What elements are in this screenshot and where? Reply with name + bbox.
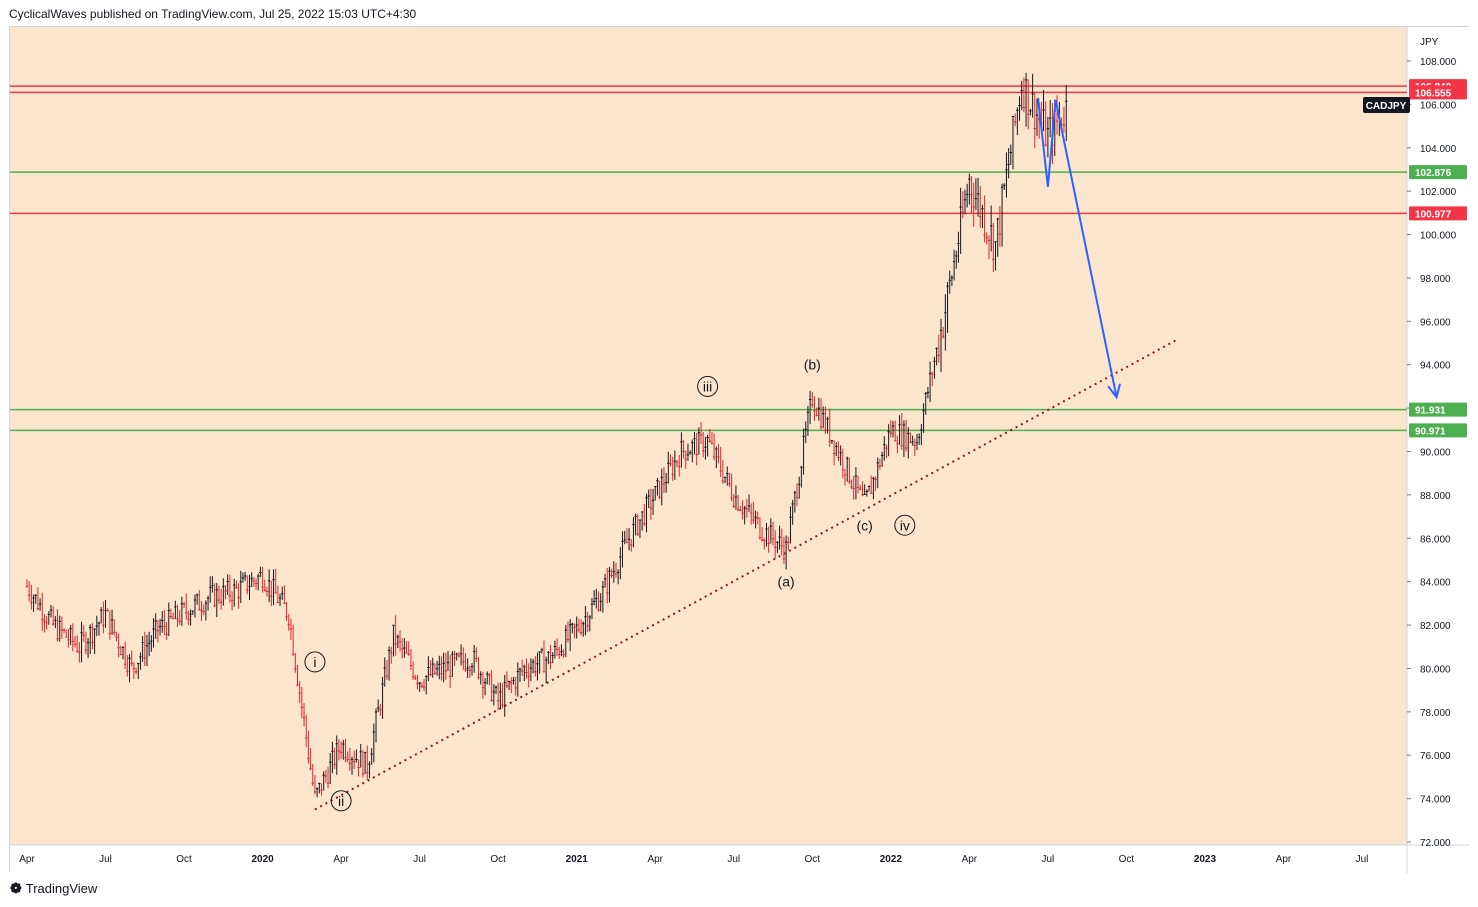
x-tick-label: Apr — [333, 854, 349, 865]
chart-panel[interactable]: JPY 108.000 106.000 104.000 102.000 100.000 98… — [9, 26, 1470, 873]
y-tick-label: 74.000 — [1420, 795, 1451, 806]
y-tick-label: 102.000 — [1420, 187, 1457, 198]
wave-label: (a) — [778, 574, 795, 590]
publication-header: CyclicalWaves published on TradingView.c… — [9, 7, 417, 21]
price-tag — [1409, 206, 1467, 221]
x-tick-label: Apr — [1276, 854, 1292, 865]
x-tick-label: Jul — [727, 854, 740, 865]
y-tick-label: 82.000 — [1420, 621, 1451, 632]
x-tick-label: 2022 — [880, 854, 903, 865]
price-tag-label: 90.971 — [1415, 426, 1446, 437]
x-tick-label: Oct — [490, 854, 506, 865]
wave-label: iv — [900, 517, 910, 533]
y-tick-label: 108.000 — [1420, 57, 1457, 68]
y-tick-label: 84.000 — [1420, 578, 1451, 589]
x-tick-label: Jul — [413, 854, 426, 865]
y-tick-label: 98.000 — [1420, 274, 1451, 285]
y-tick-label: 94.000 — [1420, 361, 1451, 372]
price-tag — [1409, 423, 1467, 438]
wave-label-circle — [304, 651, 326, 673]
y-tick-label: 88.000 — [1420, 491, 1451, 502]
y-tick-label: 78.000 — [1420, 708, 1451, 719]
x-tick-label: Jul — [1041, 854, 1054, 865]
wave-label: ii — [338, 793, 344, 809]
x-tick-label: Apr — [962, 854, 978, 865]
plot-background — [10, 27, 1407, 845]
time-axis-area[interactable] — [10, 845, 1407, 873]
x-tick-label: Oct — [176, 854, 192, 865]
y-tick-label: 104.000 — [1420, 144, 1457, 155]
brand-label[interactable]: TradingView — [25, 881, 98, 896]
wave-label: (b) — [804, 357, 821, 373]
price-tag-label: 106.555 — [1415, 88, 1452, 99]
x-tick-label: 2020 — [251, 854, 274, 865]
y-tick-label: 80.000 — [1420, 664, 1451, 675]
x-tick-label: Apr — [19, 854, 35, 865]
symbol-label: CADJPY — [1366, 101, 1407, 112]
x-tick-label: Oct — [1119, 854, 1135, 865]
wave-label: iii — [703, 378, 712, 394]
price-tag-label: 102.876 — [1415, 168, 1452, 179]
y-tick-label: 72.000 — [1420, 838, 1451, 849]
x-tick-label: 2021 — [566, 854, 589, 865]
candles[interactable] — [25, 72, 1068, 798]
y-tick-label: 86.000 — [1420, 534, 1451, 545]
tradingview-logo-icon: ❁ — [10, 880, 22, 896]
price-tag — [1409, 402, 1467, 417]
price-tag-label: 91.931 — [1415, 406, 1446, 417]
wave-label-circle — [330, 790, 352, 812]
x-tick-label: Jul — [99, 854, 112, 865]
symbol-badge[interactable] — [1363, 97, 1410, 113]
price-chart[interactable]: JPY 108.000 106.000 104.000 102.000 100.000 98… — [10, 27, 1470, 873]
y-tick-label: 100.000 — [1420, 231, 1457, 242]
trendline[interactable] — [314, 337, 1180, 811]
wave-label: i — [313, 654, 316, 670]
projection-arrow[interactable] — [1037, 97, 1118, 398]
y-tick-label: 76.000 — [1420, 751, 1451, 762]
wave-label-circle — [894, 514, 916, 536]
y-tick-label: 90.000 — [1420, 448, 1451, 459]
x-tick-label: Oct — [805, 854, 821, 865]
y-tick-label: 106.000 — [1420, 100, 1457, 111]
price-tag — [1409, 85, 1467, 100]
projection-arrow-head — [1107, 383, 1121, 400]
footer: ❁ TradingView — [10, 880, 97, 897]
price-tag-label: 100.977 — [1415, 209, 1452, 220]
wave-label-circle — [697, 375, 719, 397]
wave-label: (c) — [856, 517, 872, 533]
x-tick-label: 2023 — [1194, 854, 1217, 865]
price-tag — [1409, 165, 1467, 180]
y-tick-label: 96.000 — [1420, 317, 1451, 328]
x-tick-label: Apr — [647, 854, 663, 865]
x-tick-label: Jul — [1356, 854, 1369, 865]
currency-label: JPY — [1420, 37, 1439, 48]
